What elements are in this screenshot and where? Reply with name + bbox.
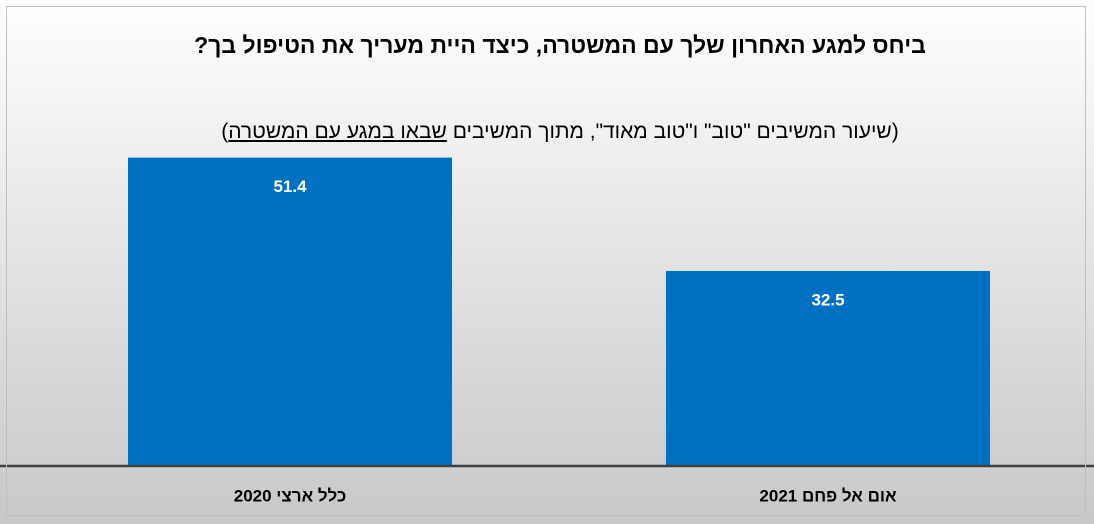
subtitle-part: (שיעור המשיבים "טוב" ו"טוב מאוד", מתוך ה… <box>446 120 899 143</box>
value-label: 32.5 <box>811 290 844 309</box>
chart-subtitle: (שיעור המשיבים "טוב" ו"טוב מאוד", מתוך ה… <box>130 118 990 146</box>
x-tick-label: אום אל פחם 2021 <box>759 486 897 505</box>
chart-title: ביחס למגע האחרון שלך עם המשטרה, כיצד היי… <box>194 32 926 58</box>
x-tick-label: כלל ארצי 2020 <box>234 486 347 505</box>
bar <box>128 157 452 466</box>
subtitle-part: ) <box>221 120 229 143</box>
bar <box>666 271 990 466</box>
subtitle-underlined: שבאו במגע עם המשטרה <box>228 120 447 143</box>
value-label: 51.4 <box>273 177 307 196</box>
